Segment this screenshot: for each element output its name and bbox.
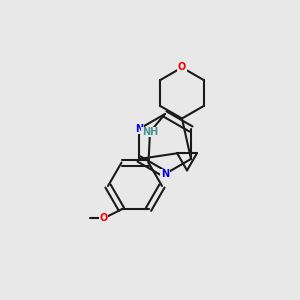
- Text: O: O: [178, 62, 186, 73]
- Text: N: N: [135, 124, 143, 134]
- Text: NH: NH: [142, 127, 158, 137]
- Text: N: N: [161, 169, 169, 179]
- Text: O: O: [99, 213, 108, 224]
